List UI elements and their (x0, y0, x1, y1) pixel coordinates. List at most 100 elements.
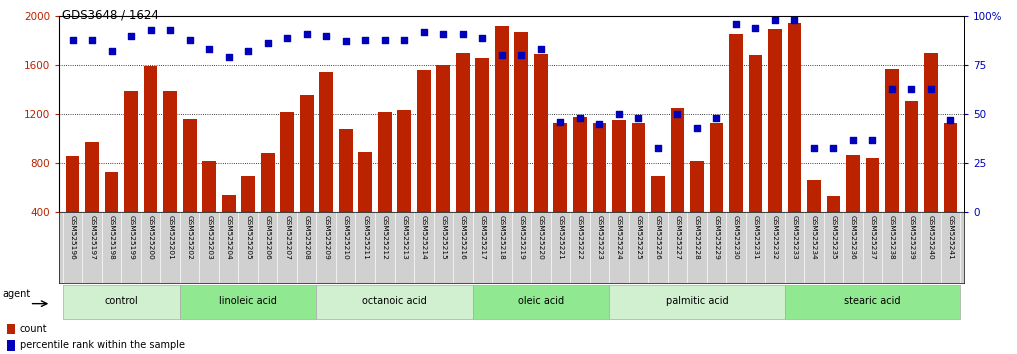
Bar (885, 69, 899, 262)
Bar (281, 112, 294, 262)
Text: agent: agent (3, 289, 32, 299)
Text: GSM525198: GSM525198 (109, 215, 115, 259)
Text: GSM525240: GSM525240 (928, 215, 934, 259)
Bar (691, 161, 704, 262)
Text: GDS3648 / 1624: GDS3648 / 1624 (62, 9, 159, 22)
Text: GSM525219: GSM525219 (519, 215, 525, 259)
Bar (436, 65, 451, 262)
Point (376, 37, 393, 42)
Bar (300, 95, 313, 262)
Point (650, 145, 666, 150)
Bar (710, 123, 723, 262)
Bar (593, 123, 606, 262)
Text: GSM525224: GSM525224 (616, 215, 621, 259)
Text: GSM525196: GSM525196 (69, 215, 75, 259)
Point (240, 48, 256, 54)
Text: GSM525238: GSM525238 (889, 215, 895, 259)
Text: GSM525239: GSM525239 (908, 215, 914, 259)
Point (708, 115, 724, 121)
Bar (222, 195, 236, 262)
Bar (573, 116, 587, 262)
Bar (7, 340, 15, 350)
Text: GSM525234: GSM525234 (811, 215, 817, 259)
Bar (612, 120, 625, 262)
Point (825, 145, 841, 150)
Text: GSM525227: GSM525227 (674, 215, 680, 259)
Text: GSM525237: GSM525237 (870, 215, 876, 259)
Bar (632, 123, 645, 262)
Text: control: control (105, 296, 138, 306)
Bar (319, 73, 333, 262)
Point (786, 17, 802, 23)
Text: GSM525213: GSM525213 (402, 215, 407, 259)
Point (299, 31, 315, 36)
FancyBboxPatch shape (180, 285, 316, 319)
Bar (476, 58, 489, 262)
Text: GSM525229: GSM525229 (713, 215, 719, 259)
Point (552, 119, 569, 125)
Point (631, 115, 647, 121)
Point (142, 27, 159, 33)
Bar (378, 112, 392, 262)
Text: percentile rank within the sample: percentile rank within the sample (19, 340, 184, 350)
Text: GSM525204: GSM525204 (226, 215, 232, 259)
Bar (7, 324, 15, 335)
Text: GSM525235: GSM525235 (831, 215, 836, 259)
Bar (827, 196, 840, 262)
Bar (651, 176, 665, 262)
Text: GSM525236: GSM525236 (850, 215, 856, 259)
Point (221, 55, 237, 60)
Point (533, 46, 549, 52)
Bar (865, 158, 880, 262)
Bar (553, 123, 567, 262)
Text: GSM525207: GSM525207 (284, 215, 290, 259)
Bar (904, 101, 918, 262)
Bar (768, 29, 782, 262)
Bar (534, 54, 547, 262)
Point (669, 111, 685, 117)
Point (689, 125, 705, 131)
Bar (183, 119, 196, 262)
Point (357, 37, 373, 42)
Text: GSM525228: GSM525228 (694, 215, 700, 259)
Bar (456, 53, 470, 262)
Text: oleic acid: oleic acid (518, 296, 563, 306)
Point (864, 137, 881, 143)
Bar (339, 129, 353, 262)
Point (903, 86, 919, 91)
Text: GSM525205: GSM525205 (245, 215, 251, 259)
Text: GSM525233: GSM525233 (791, 215, 797, 259)
Text: GSM525210: GSM525210 (343, 215, 349, 259)
Text: GSM525216: GSM525216 (460, 215, 466, 259)
Point (728, 21, 744, 27)
Text: GSM525209: GSM525209 (323, 215, 330, 259)
Point (201, 46, 218, 52)
Point (884, 86, 900, 91)
Text: GSM525212: GSM525212 (381, 215, 387, 259)
Bar (241, 176, 255, 262)
Bar (944, 123, 957, 262)
Text: GSM525222: GSM525222 (577, 215, 583, 259)
Text: octanoic acid: octanoic acid (362, 296, 427, 306)
Point (123, 33, 139, 39)
Text: GSM525221: GSM525221 (557, 215, 563, 259)
Text: GSM525217: GSM525217 (479, 215, 485, 259)
Text: GSM525206: GSM525206 (264, 215, 271, 259)
Text: GSM525241: GSM525241 (948, 215, 954, 259)
Point (610, 111, 626, 117)
Point (435, 31, 452, 36)
Bar (787, 23, 801, 262)
Point (805, 145, 822, 150)
Point (455, 31, 471, 36)
Bar (85, 142, 99, 262)
Point (767, 17, 783, 23)
Point (514, 52, 530, 58)
FancyBboxPatch shape (316, 285, 473, 319)
Point (474, 35, 490, 40)
Point (572, 115, 588, 121)
FancyBboxPatch shape (473, 285, 609, 319)
Text: GSM525215: GSM525215 (440, 215, 446, 259)
Bar (358, 152, 372, 262)
Point (318, 33, 335, 39)
Point (84, 37, 101, 42)
